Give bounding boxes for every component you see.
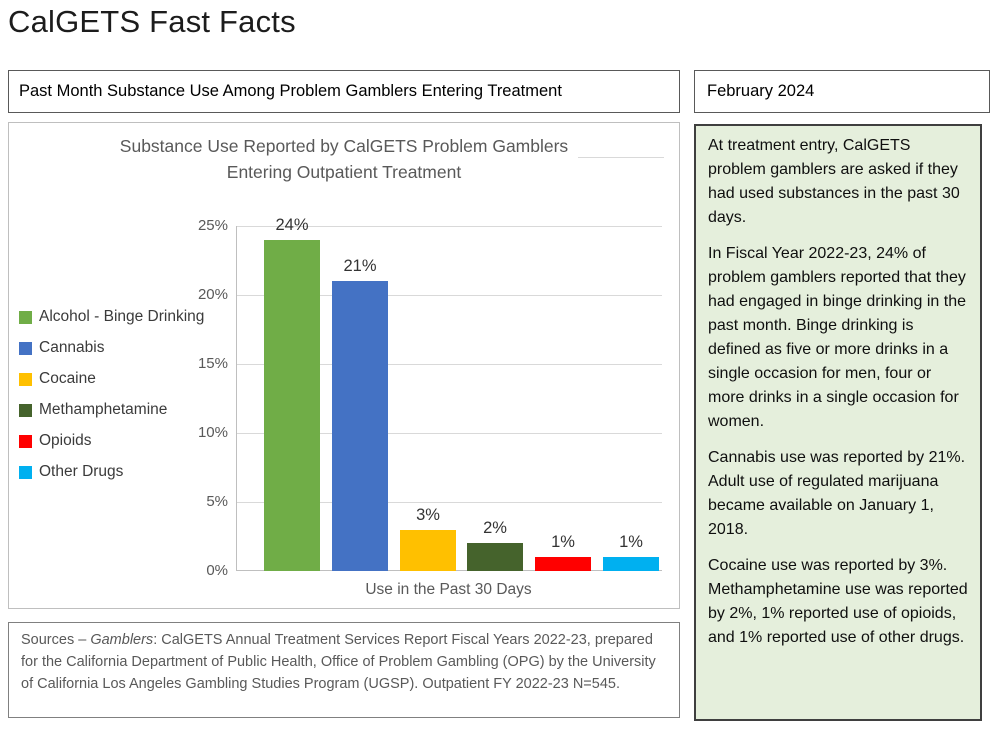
subject-header-text: Past Month Substance Use Among Problem G… — [19, 82, 562, 100]
legend-label: Cannabis — [39, 339, 105, 356]
y-tick-label: 20% — [197, 286, 228, 303]
bar-cannabis — [332, 281, 388, 571]
legend-item: Alcohol - Binge Drinking — [19, 307, 204, 327]
sidebar-paragraph-4: Cocaine use was reported by 3%. Methamph… — [708, 557, 968, 646]
gridline — [237, 295, 662, 296]
y-tick-label: 25% — [197, 217, 228, 234]
page-title: CalGETS Fast Facts — [8, 4, 296, 39]
sidebar-notes: At treatment entry, CalGETS problem gamb… — [694, 124, 982, 721]
bar-other-drugs — [603, 557, 659, 571]
sources-text-rest: : CalGETS Annual Treatment Services Repo… — [21, 632, 656, 692]
legend-item: Cannabis — [19, 338, 204, 358]
y-tick-label: 15% — [197, 355, 228, 372]
bar-value-label: 3% — [416, 506, 440, 524]
sidebar-paragraph-1: At treatment entry, CalGETS problem gamb… — [708, 137, 960, 226]
x-axis-title: Use in the Past 30 Days — [365, 581, 532, 598]
y-tick-label: 10% — [197, 424, 228, 441]
legend-swatch-icon — [19, 372, 32, 386]
sources-text-italic: Gamblers — [90, 632, 154, 648]
sidebar-paragraph-2: In Fiscal Year 2022-23, 24% of problem g… — [708, 245, 966, 430]
gridline — [237, 502, 662, 503]
y-tick-label: 0% — [206, 562, 228, 579]
sources-box: Sources – Gamblers: CalGETS Annual Treat… — [8, 622, 680, 718]
chart-title-line-2: Entering Outpatient Treatment — [226, 162, 462, 182]
bar-value-label: 2% — [483, 519, 507, 537]
legend-swatch-icon — [19, 403, 32, 417]
date-box: February 2024 — [694, 70, 990, 113]
legend-swatch-icon — [19, 434, 32, 448]
y-tick-label: 5% — [206, 493, 228, 510]
date-text: February 2024 — [707, 82, 815, 100]
chart-title: Substance Use Reported by CalGETS Proble… — [69, 133, 619, 185]
legend-item: Opioids — [19, 431, 204, 451]
bar-methamphetamine — [467, 543, 523, 571]
bar-value-label: 1% — [619, 533, 643, 551]
bar-alcohol-binge-drinking — [264, 240, 320, 571]
legend-label: Other Drugs — [39, 463, 124, 480]
legend-item: Methamphetamine — [19, 400, 204, 420]
legend-label: Opioids — [39, 432, 92, 449]
legend-item: Other Drugs — [19, 462, 204, 482]
bar-value-label: 1% — [551, 533, 575, 551]
legend-swatch-icon — [19, 310, 32, 324]
bar-value-label: 24% — [275, 216, 309, 234]
sidebar-paragraph-3: Cannabis use was reported by 21%. Adult … — [708, 449, 966, 538]
sources-text-prefix: Sources – — [21, 632, 91, 648]
legend-label: Methamphetamine — [39, 401, 168, 418]
bar-value-label: 21% — [343, 257, 377, 275]
chart-legend: Alcohol - Binge Drinking Cannabis Cocaine M… — [19, 307, 204, 493]
plot-area: 24% 21% 3% 2% 1% 1% — [236, 216, 662, 571]
chart-container: Substance Use Reported by CalGETS Proble… — [8, 122, 680, 609]
legend-label: Alcohol - Binge Drinking — [39, 308, 205, 325]
chart-title-line-1: Substance Use Reported by CalGETS Proble… — [119, 136, 569, 156]
gridline — [237, 364, 662, 365]
gridline — [237, 226, 662, 227]
legend-swatch-icon — [19, 465, 32, 479]
legend-swatch-icon — [19, 341, 32, 355]
bar-opioids — [535, 557, 591, 571]
legend-label: Cocaine — [39, 370, 96, 387]
title-underline-artifact — [578, 157, 664, 158]
legend-item: Cocaine — [19, 369, 204, 389]
gridline — [237, 433, 662, 434]
subject-header-box: Past Month Substance Use Among Problem G… — [8, 70, 680, 113]
bar-cocaine — [400, 530, 456, 571]
